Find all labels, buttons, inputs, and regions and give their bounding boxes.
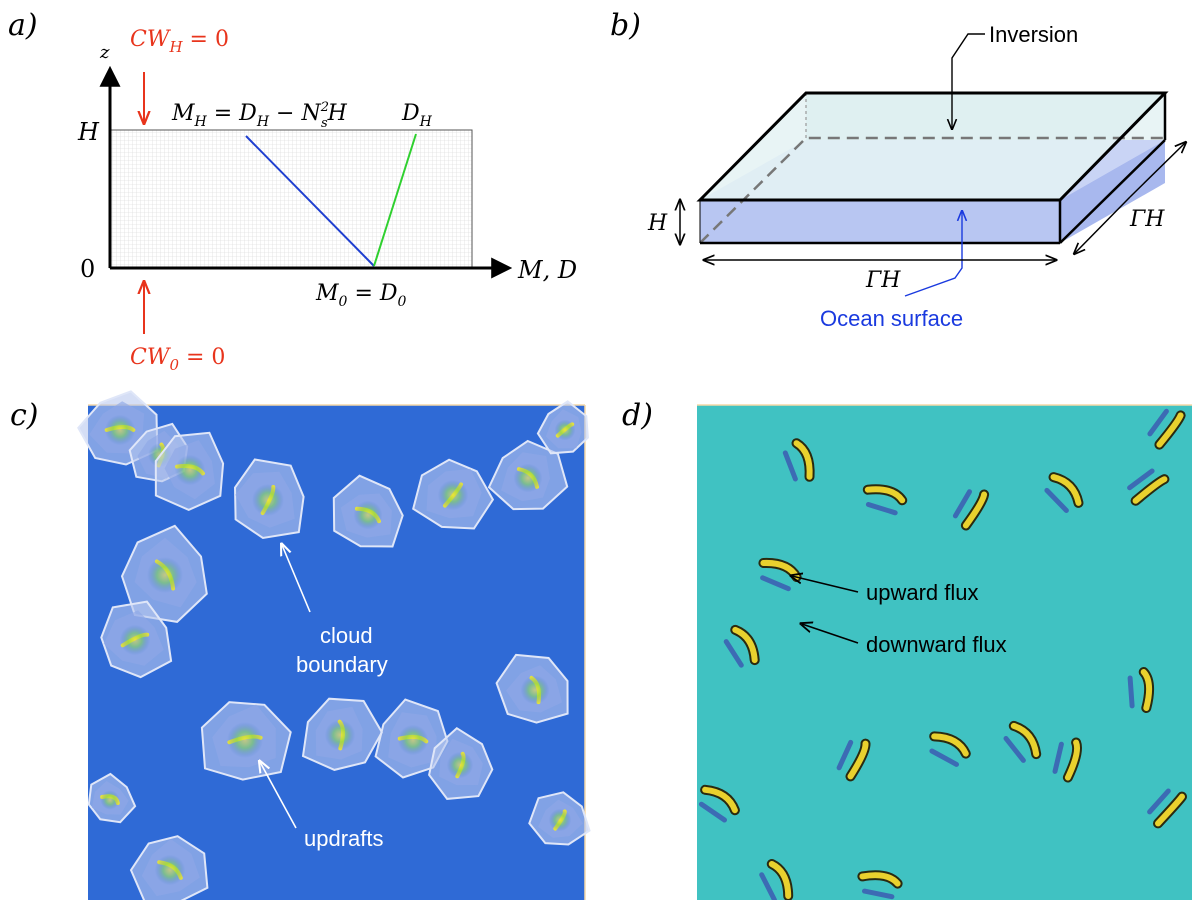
mh-equation: MH = DH − N2 sH [171,100,348,131]
upward-flux-mark [1156,412,1184,448]
d-profile-line [373,133,417,267]
upward-flux-mark [768,861,792,899]
downward-flux-mark [1127,468,1155,491]
panel-d-background [697,405,1192,900]
upward-flux-label: upward flux [866,580,979,605]
h-tick-label: H [77,118,100,146]
depth-dim-arrow-down [1075,196,1131,253]
updraft-glow [147,557,183,593]
cloud-boundary-label-1: cloud [320,623,373,648]
panel-a: a) z M, D H 0 CWH = 0 CW0 = 0 MH = DH − … [8,8,577,374]
panel-c: c) cloud boundary updrafts [10,390,591,900]
upward-flux-mark [1140,669,1153,711]
depth-dim-label: ΓH [1129,207,1165,232]
flux-field [698,408,1187,900]
updraft-glow [104,414,136,446]
cloud-boundary-arrow [282,545,311,613]
x-axis-label: M, D [517,256,577,284]
panel-d-label: d) [622,398,653,433]
width-dim-label: ΓH [865,268,901,293]
upward-flux-mark [931,733,969,757]
updrafts-arrow [260,762,297,829]
updraft-glow [174,454,206,486]
downward-flux-mark [782,450,798,482]
updraft-glow [397,724,429,756]
m0-equation: M0 = D0 [315,281,407,310]
downward-flux-mark [862,888,895,900]
downward-flux-mark [929,748,959,767]
inversion-label: Inversion [989,22,1078,47]
downward-flux-mark [1127,675,1135,709]
upward-flux-mark [962,491,988,529]
downward-flux-mark [952,489,972,519]
boundary-layer-box [109,129,473,269]
hidden-edge-dashed [699,136,1165,244]
downward-flux-mark [760,575,791,592]
downward-flux-mark [698,801,727,823]
m-profile-line [245,135,375,267]
panel-b-label: b) [610,8,641,43]
downward-flux-mark [865,502,898,516]
updraft-glow [437,479,469,511]
cloud-field [77,390,591,900]
upward-flux-mark [1132,476,1168,504]
water-front-face [700,200,1060,243]
back-face [806,93,1165,140]
inversion-arrow [952,33,985,128]
downward-flux-mark [1044,487,1069,513]
updraft-glow [520,675,550,705]
downward-flux-mark [759,872,777,900]
downward-flux-mark [836,739,854,771]
upward-flux-mark [1010,722,1040,758]
updraft-glow [100,790,120,810]
downward-flux-mark [723,639,744,668]
upward-flux-mark [864,486,906,504]
upward-flux-mark [1064,739,1081,781]
depth-dim-arrow-up [1129,143,1185,198]
upward-flux-mark [702,786,738,814]
updraft-glow [446,751,474,779]
upward-flux-mark [859,872,901,887]
upward-flux-mark [847,740,869,780]
top-bc-label: CWH = 0 [130,27,229,56]
upward-flux-mark [1155,793,1185,827]
upward-flux-arrow [792,576,859,593]
zero-tick-label: 0 [80,255,95,283]
updraft-glow [119,624,151,656]
panel-c-label: c) [10,398,39,433]
updraft-glow [554,419,576,441]
panel-b: b) Inversion Ocean surface H ΓH [610,8,1185,331]
cloud-boundary-label-2: boundary [296,652,388,677]
downward-flux-mark [1147,408,1169,437]
upward-flux-mark [1050,474,1082,506]
ocean-arrow [904,212,962,297]
updraft-glow [353,500,383,530]
updraft-glow [548,808,572,832]
updrafts-label: updrafts [304,826,384,851]
z-axis-label: z [99,42,110,63]
downward-flux-mark [1147,788,1171,815]
upward-flux-mark [732,626,758,664]
updraft-glow [227,722,263,758]
dh-label: DH [401,101,433,130]
upward-flux-mark [793,440,813,480]
updraft-glow [513,463,543,493]
downward-flux-mark [1052,741,1064,774]
updraft-glow [252,484,284,516]
updraft-glow [154,854,186,886]
downward-flux-label: downward flux [866,632,1007,657]
downward-flux-mark [1003,736,1026,763]
panel-d: d) upward flux downward flux [622,398,1192,900]
ocean-surface-label: Ocean surface [820,306,963,331]
bottom-bc-label: CW0 = 0 [130,345,225,374]
h-dim-label: H [647,211,668,236]
updraft-glow [324,719,356,751]
panel-a-label: a) [8,8,38,43]
downward-flux-arrow [802,624,859,644]
box-edge-bottom-side [1059,139,1166,244]
